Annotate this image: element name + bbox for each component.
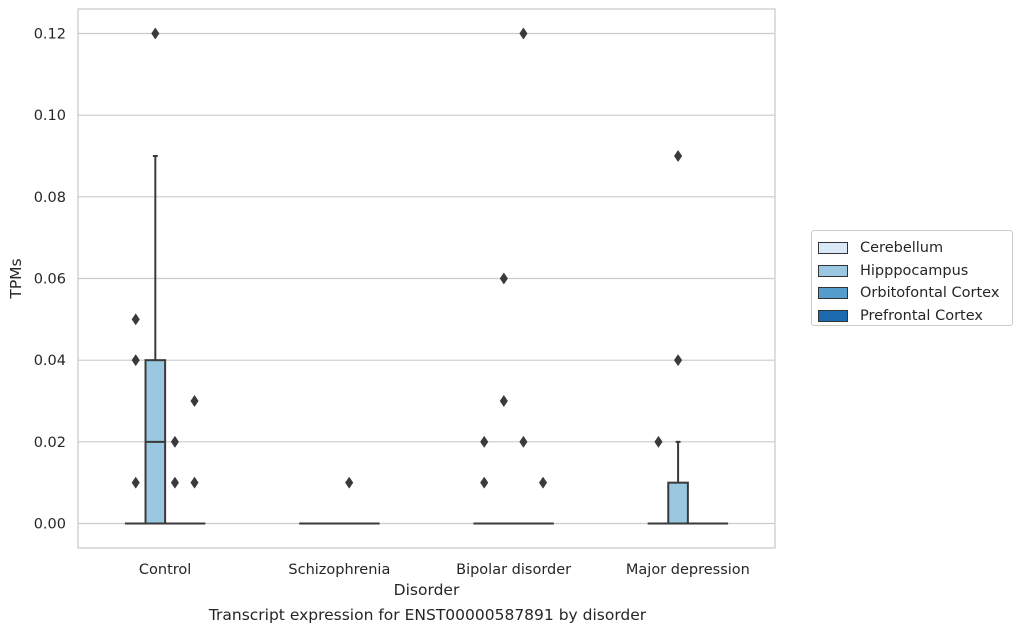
x-tick-label: Control xyxy=(139,562,191,578)
legend-item: Orbitofontal Cortex xyxy=(818,282,1012,305)
outlier-point xyxy=(519,435,528,448)
legend-swatch xyxy=(818,242,848,255)
x-tick-label: Bipolar disorder xyxy=(456,562,571,578)
outlier-point xyxy=(480,435,489,448)
y-axis-label: TPMs xyxy=(7,258,25,299)
outlier-point xyxy=(538,476,548,489)
outlier-point xyxy=(131,354,140,367)
legend-label: Orbitofontal Cortex xyxy=(860,285,1000,302)
y-tick-label: 0.06 xyxy=(34,272,66,288)
x-tick-label: Schizophrenia xyxy=(288,562,390,578)
outlier-point xyxy=(499,394,508,408)
box-body xyxy=(667,481,689,525)
outlier-point xyxy=(673,354,683,367)
legend-label: Cerebellum xyxy=(860,240,944,257)
outlier-point xyxy=(480,476,489,489)
outlier-point xyxy=(170,476,180,489)
x-axis-label: Disorder xyxy=(394,581,460,599)
legend-label: Prefrontal Cortex xyxy=(860,307,983,324)
outlier-point xyxy=(673,149,683,163)
y-tick-label: 0.12 xyxy=(34,27,66,43)
outlier-point xyxy=(170,435,180,448)
outlier-point xyxy=(654,435,663,448)
legend-item: Hipppocampus xyxy=(818,260,1012,283)
legend-label: Hipppocampus xyxy=(860,262,969,279)
legend-swatch xyxy=(818,287,848,300)
outlier-point xyxy=(131,313,140,326)
plot-frame xyxy=(77,8,776,549)
outlier-point xyxy=(499,272,508,285)
outlier-point xyxy=(131,476,140,489)
legend-item: Cerebellum xyxy=(818,237,1012,260)
figure-caption: Transcript expression for ENST0000058789… xyxy=(208,606,647,624)
legend-item: Prefrontal Cortex xyxy=(818,305,1012,328)
y-tick-label: 0.08 xyxy=(34,190,66,206)
y-tick-label: 0.04 xyxy=(34,353,66,369)
y-tick-label: 0.10 xyxy=(34,108,66,124)
outlier-point xyxy=(190,394,199,408)
legend-swatch xyxy=(818,309,848,322)
outlier-point xyxy=(345,476,354,489)
y-tick-label: 0.00 xyxy=(34,517,66,533)
outlier-point xyxy=(151,27,160,40)
legend-swatch xyxy=(818,264,848,277)
outlier-point xyxy=(190,476,199,489)
x-tick-label: Major depression xyxy=(626,562,750,578)
chart-legend: Cerebellum Hipppocampus Orbitofontal Corte… xyxy=(811,230,1013,326)
outlier-point xyxy=(519,27,528,40)
y-tick-label: 0.02 xyxy=(34,435,66,451)
